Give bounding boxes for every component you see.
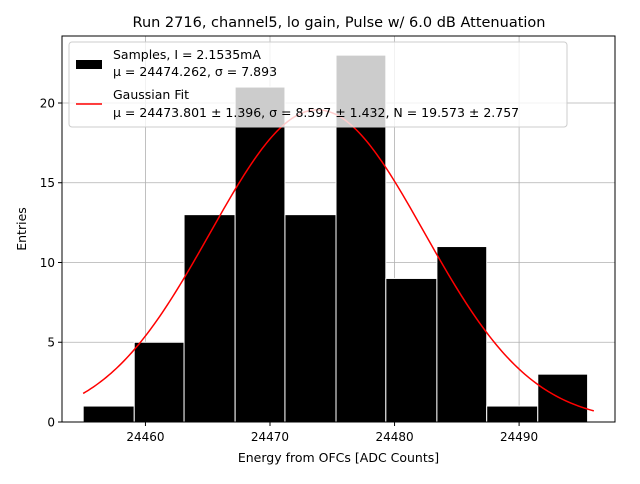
histogram-bar	[234, 86, 286, 423]
x-tick-label: 24480	[375, 430, 413, 444]
legend-samples-swatch	[76, 60, 102, 69]
y-tick-label: 20	[40, 96, 55, 110]
chart-title: Run 2716, channel5, lo gain, Pulse w/ 6.…	[133, 15, 546, 31]
histogram-bar	[284, 214, 337, 423]
x-axis-label: Energy from OFCs [ADC Counts]	[238, 450, 439, 465]
legend-samples-label: Samples, I = 2.1535mA	[113, 47, 261, 62]
histogram-bar	[385, 277, 438, 423]
legend: Samples, I = 2.1535mA μ = 24474.262, σ =…	[68, 41, 568, 128]
histogram-bar	[486, 405, 539, 423]
legend-box	[68, 41, 568, 128]
x-tick-label: 24470	[251, 430, 289, 444]
histogram-bar	[436, 246, 488, 423]
histogram-bars	[82, 54, 589, 423]
histogram-bar	[537, 373, 589, 423]
legend-fit-stats: μ = 24473.801 ± 1.396, σ = 8.597 ± 1.432…	[113, 105, 519, 120]
histogram-bar	[183, 214, 236, 423]
x-tick-label: 24460	[126, 430, 164, 444]
y-tick-label: 5	[47, 336, 55, 350]
legend-fit-label: Gaussian Fit	[113, 87, 189, 102]
histogram-bar	[133, 341, 185, 423]
y-axis-label: Entries	[14, 207, 29, 251]
histogram-bar	[82, 405, 135, 423]
y-tick-label: 15	[40, 176, 55, 190]
plot-frame	[61, 35, 616, 423]
x-tick-label: 24490	[500, 430, 538, 444]
legend-samples-stats: μ = 24474.262, σ = 7.893	[113, 64, 277, 79]
y-tick-label: 10	[40, 256, 55, 270]
axis-ticks: 24460 24470 24480 24490 0 5 10 15 20	[40, 96, 538, 444]
y-tick-label: 0	[47, 416, 55, 430]
